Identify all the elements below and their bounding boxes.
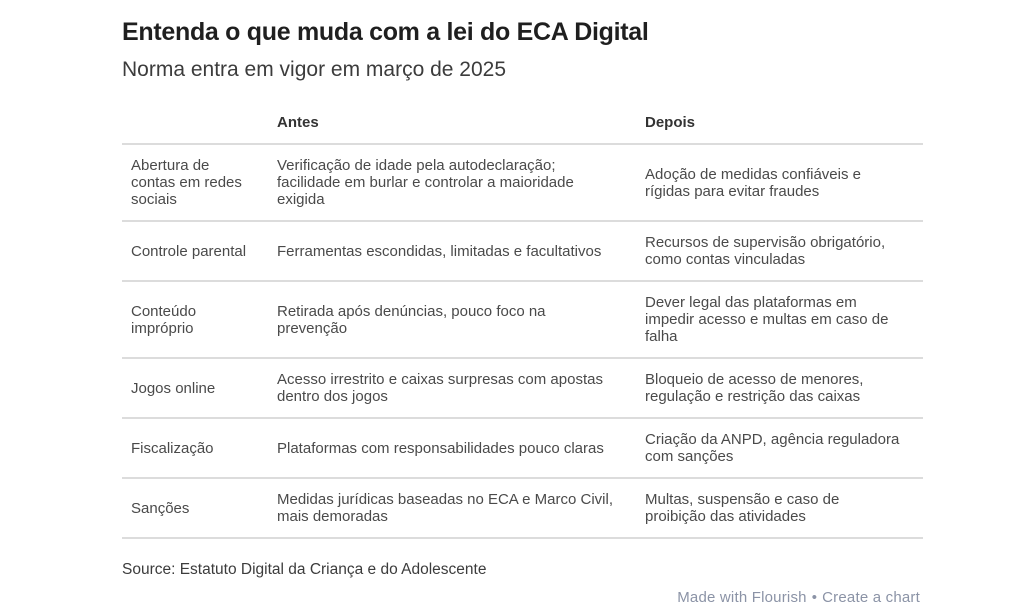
row-depois-value: Recursos de supervisão obrigatório, como… <box>645 234 886 268</box>
row-category: Jogos online <box>131 379 216 397</box>
table-header-row: Antes Depois <box>122 109 923 145</box>
comparison-table: Antes Depois Abertura de contas em redes… <box>122 109 923 539</box>
table-row: Fiscalização Plataformas com responsabil… <box>122 419 923 479</box>
row-depois-value: Criação da ANPD, agência reguladora com … <box>645 431 900 465</box>
flourish-credit: Made with Flourish • Create a chart <box>677 589 920 606</box>
row-depois-value: Dever legal das plataformas em impedir a… <box>645 294 889 345</box>
table-row: Jogos online Acesso irrestrito e caixas … <box>122 359 923 419</box>
credit-separator: • <box>811 589 818 606</box>
table-row: Controle parental Ferramentas escondidas… <box>122 222 923 282</box>
row-category: Controle parental <box>131 242 247 260</box>
chart-content: Entenda o que muda com a lei do ECA Digi… <box>122 0 923 579</box>
table-row: Conteúdo impróprio Retirada após denúnci… <box>122 282 923 359</box>
table-row: Sanções Medidas jurídicas baseadas no EC… <box>122 479 923 539</box>
source-note: Source: Estatuto Digital da Criança e do… <box>122 561 487 578</box>
table-row: Abertura de contas em redes sociais Veri… <box>122 145 923 222</box>
column-header-depois: Depois <box>645 114 696 131</box>
row-antes-value: Plataformas com responsabilidades pouco … <box>277 439 604 457</box>
row-antes-value: Ferramentas escondidas, limitadas e facu… <box>277 242 602 260</box>
row-depois-value: Multas, suspensão e caso de proibição da… <box>645 491 840 525</box>
row-category: Conteúdo impróprio <box>131 302 197 337</box>
row-antes-value: Retirada após denúncias, pouco foco na p… <box>277 302 546 337</box>
create-a-chart-link[interactable]: Create a chart <box>822 589 920 606</box>
row-category: Fiscalização <box>131 439 214 457</box>
page-title: Entenda o que muda com a lei do ECA Digi… <box>122 18 649 46</box>
row-category: Sanções <box>131 499 190 517</box>
row-antes-value: Verificação de idade pela autodeclaração… <box>277 157 574 208</box>
row-depois-value: Adoção de medidas confiáveis e rígidas p… <box>645 165 861 200</box>
made-with-flourish-link[interactable]: Made with Flourish <box>677 589 807 606</box>
row-depois-value: Bloqueio de acesso de menores, regulação… <box>645 371 864 405</box>
page-subtitle: Norma entra em vigor em março de 2025 <box>122 58 506 81</box>
row-antes-value: Acesso irrestrito e caixas surpresas com… <box>277 371 603 405</box>
column-header-antes: Antes <box>277 114 319 131</box>
row-antes-value: Medidas jurídicas baseadas no ECA e Marc… <box>277 491 613 525</box>
row-category: Abertura de contas em redes sociais <box>131 157 242 208</box>
